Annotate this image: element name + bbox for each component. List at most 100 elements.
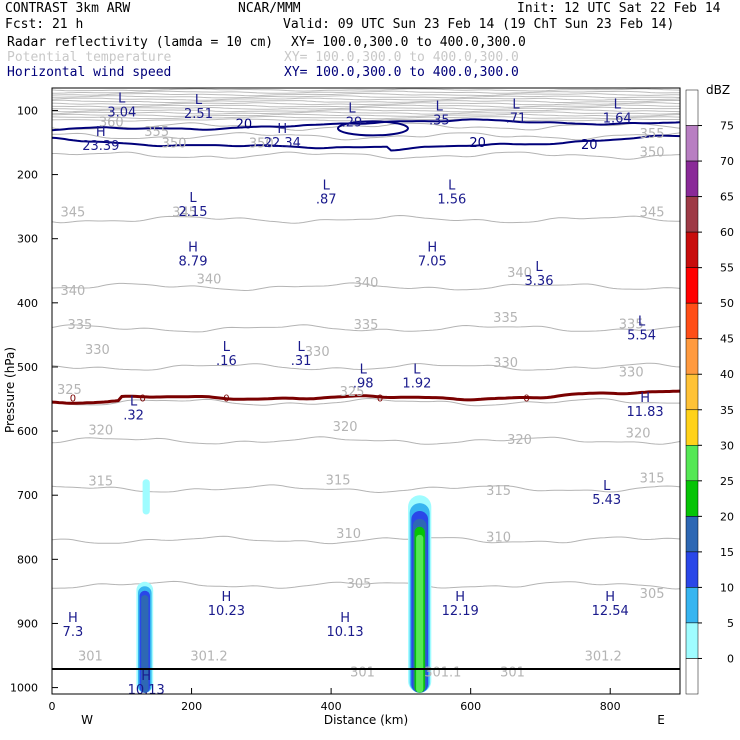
forecast-hour: Fcst: 21 h: [5, 17, 84, 32]
colorbar-swatch: [685, 89, 699, 126]
theta-label: 335: [354, 318, 379, 333]
east-label: E: [657, 713, 665, 727]
hl-value: .29: [342, 115, 363, 130]
hl-letter: L: [189, 191, 197, 206]
wind-contour-label: 20: [581, 138, 598, 153]
colorbar-label: 50: [720, 297, 734, 310]
theta-label: 301: [500, 666, 525, 681]
theta-label: 315: [640, 471, 665, 486]
hl-value: 12.54: [592, 604, 629, 619]
colorbar-swatch: [685, 551, 699, 588]
theta-label: 350: [162, 137, 187, 152]
hl-letter: L: [638, 314, 646, 329]
hl-letter: L: [535, 260, 543, 275]
theta-line-320: [52, 436, 680, 445]
colorbar-swatch: [685, 338, 699, 375]
field-xy-wind: XY= 100.0,300.0 to 400.0,300.0: [284, 65, 519, 80]
theta-label: 335: [619, 318, 644, 333]
colorbar-label: 30: [720, 439, 734, 452]
zero-contour: [52, 389, 680, 405]
hl-letter: L: [512, 98, 520, 113]
colorbar-swatch: [685, 231, 699, 268]
theta-strat-line: [52, 109, 680, 113]
theta-label: 340: [354, 276, 379, 291]
hl-value: .35: [429, 113, 450, 128]
hl-value: .32: [123, 408, 144, 423]
theta-label: 350: [249, 137, 274, 152]
hl-value: 3.04: [107, 106, 136, 121]
theta-label: 301.2: [585, 650, 622, 665]
theta-label: 320: [626, 427, 651, 442]
zero-line-label: 0: [70, 394, 76, 405]
y-tick-label: 600: [17, 425, 38, 438]
theta-label: 310: [486, 530, 511, 545]
colorbar-label: 65: [720, 191, 734, 204]
wind-contour-label: 20: [236, 117, 253, 132]
theta-line-350: [52, 151, 680, 160]
colorbar-label: 5: [727, 617, 734, 630]
hl-value: 2.51: [184, 107, 213, 122]
theta-label: 345: [60, 205, 85, 220]
colorbar-swatch: [685, 445, 699, 482]
hl-letter: H: [640, 391, 650, 406]
theta-label: 320: [88, 423, 113, 438]
y-axis-label: Pressure (hPa): [3, 347, 17, 433]
theta-label: 340: [60, 284, 85, 299]
hl-value: 22.34: [264, 136, 301, 151]
hl-value: 11.83: [626, 405, 663, 420]
colorbar-swatch: [685, 267, 699, 304]
colorbar-label: 60: [720, 226, 734, 239]
hl-value: 1.92: [402, 376, 431, 391]
theta-label: 315: [88, 475, 113, 490]
hl-value: .31: [291, 354, 312, 369]
zero-line-label: 0: [140, 394, 146, 405]
colorbar-label: 35: [720, 404, 734, 417]
y-tick-label: 900: [17, 618, 38, 631]
x-tick-label: 800: [600, 700, 621, 713]
plot-frame: [51, 87, 681, 695]
theta-label: 330: [85, 343, 110, 358]
colorbar-swatch: [685, 516, 699, 553]
y-tick-label: 1000: [10, 682, 38, 695]
hl-value: .16: [216, 354, 237, 369]
hl-letter: L: [130, 394, 138, 409]
colorbar-swatch: [685, 587, 699, 624]
theta-label: 325: [57, 383, 82, 398]
colorbar-swatch: [685, 160, 699, 197]
hl-value: 10.13: [326, 625, 363, 640]
field-name-reflectivity: Radar reflectivity (lamda = 10 cm): [7, 35, 274, 50]
colorbar-label: 45: [720, 333, 734, 346]
y-tick-label: 200: [17, 169, 38, 182]
hl-letter: L: [348, 101, 356, 116]
colorbar-swatch: [685, 196, 699, 233]
wind-contour-20: [52, 118, 680, 132]
theta-line-345: [52, 214, 680, 224]
hl-value: 7.3: [63, 625, 84, 640]
y-tick-label: 800: [17, 553, 38, 566]
hl-value: 7.05: [418, 255, 447, 270]
theta-line-310: [52, 535, 680, 545]
theta-label: 340: [507, 266, 532, 281]
theta-strat-line: [52, 104, 680, 108]
y-tick-label: 500: [17, 361, 38, 374]
x-axis-label: Distance (km): [324, 713, 408, 727]
colorbar-label: 25: [720, 475, 734, 488]
hl-letter: H: [605, 590, 615, 605]
theta-label: 350: [640, 146, 665, 161]
theta-line-335: [52, 324, 680, 333]
hl-letter: L: [360, 362, 368, 377]
wind-contour-20-lower: [52, 134, 680, 152]
colorbar-label: 0: [727, 653, 734, 666]
theta-strat-line: [52, 113, 680, 117]
theta-label: 345: [172, 205, 197, 220]
wind-contours: [52, 118, 680, 152]
y-tick-label: 100: [17, 104, 38, 117]
colorbar-swatch: [685, 125, 699, 162]
theta-label: 305: [640, 587, 665, 602]
theta-label: 310: [336, 527, 361, 542]
hl-letter: H: [68, 611, 78, 626]
theta-label: 355: [144, 125, 169, 140]
colorbar-label: 75: [720, 120, 734, 133]
hl-letter: H: [427, 241, 437, 256]
